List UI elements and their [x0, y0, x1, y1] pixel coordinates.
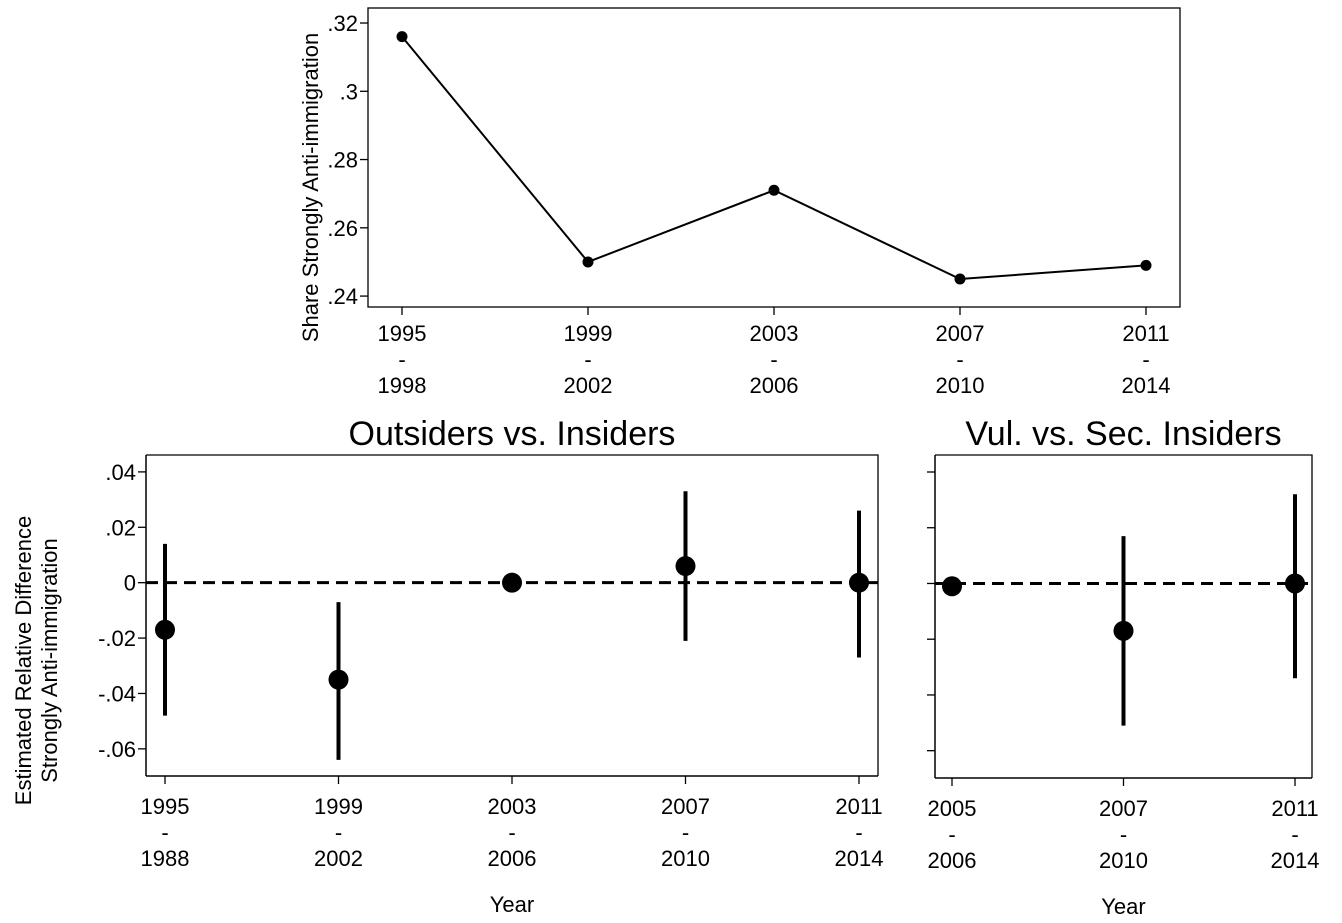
panel-title: Vul. vs. Sec. Insiders [965, 415, 1281, 453]
x-tick-label: 2011 -2014 [835, 794, 884, 871]
x-tick-label: 1999 -2002 [314, 794, 363, 871]
data-point [954, 273, 966, 285]
x-axis-title: Year [1101, 894, 1145, 919]
y-axis-title: Estimated Relative DifferenceStrongly An… [11, 516, 62, 805]
x-tick-label: 2003 -2006 [750, 321, 799, 398]
estimate-point [1113, 620, 1134, 641]
y-tick-label: .24 [327, 284, 358, 309]
y-tick-label: -.04 [98, 681, 136, 706]
x-tick-label: 1995 -1988 [141, 794, 190, 871]
y-tick-label: .32 [327, 11, 358, 36]
x-tick-label: 1999 -2002 [564, 321, 613, 398]
y-tick-label: 0 [124, 571, 136, 596]
estimate-point [1285, 573, 1305, 594]
data-point [1140, 259, 1152, 271]
data-point [582, 256, 594, 268]
x-tick-label: 2007 -2010 [1099, 796, 1148, 873]
x-tick-label: 2007 -2010 [936, 321, 985, 398]
y-tick-label: .04 [105, 460, 136, 485]
x-tick-label: 2011 -2014 [1122, 321, 1171, 398]
y-tick-label: -.02 [98, 626, 136, 651]
estimate-point [328, 669, 349, 690]
y-tick-label: -.06 [98, 737, 136, 762]
y-tick-label: .02 [105, 515, 136, 540]
panel-title: Outsiders vs. Insiders [349, 415, 676, 453]
plot-frame [935, 454, 1313, 778]
data-line [401, 36, 1147, 281]
y-tick-label: .28 [327, 148, 358, 173]
estimate-point [849, 572, 869, 593]
plot-frame [146, 454, 879, 776]
x-tick-label: 2005 -2006 [928, 796, 977, 873]
data-point [768, 184, 780, 196]
estimate-point [942, 576, 962, 597]
estimate-point [675, 556, 696, 577]
y-tick-label: .26 [327, 216, 358, 241]
estimate-point [155, 619, 175, 640]
x-tick-label: 2011 -2014 [1271, 796, 1320, 873]
x-tick-label: 2007 -2010 [661, 794, 710, 871]
y-axis-title: Share Strongly Anti-immigration [298, 33, 323, 342]
data-point [396, 31, 408, 43]
plot-frame [367, 7, 1181, 308]
x-tick-label: 2003 -2006 [488, 794, 537, 871]
y-tick-label: .3 [340, 79, 358, 104]
x-axis-title: Year [490, 892, 534, 917]
x-tick-label: 1995 -1998 [378, 321, 427, 398]
estimate-point [502, 572, 522, 593]
